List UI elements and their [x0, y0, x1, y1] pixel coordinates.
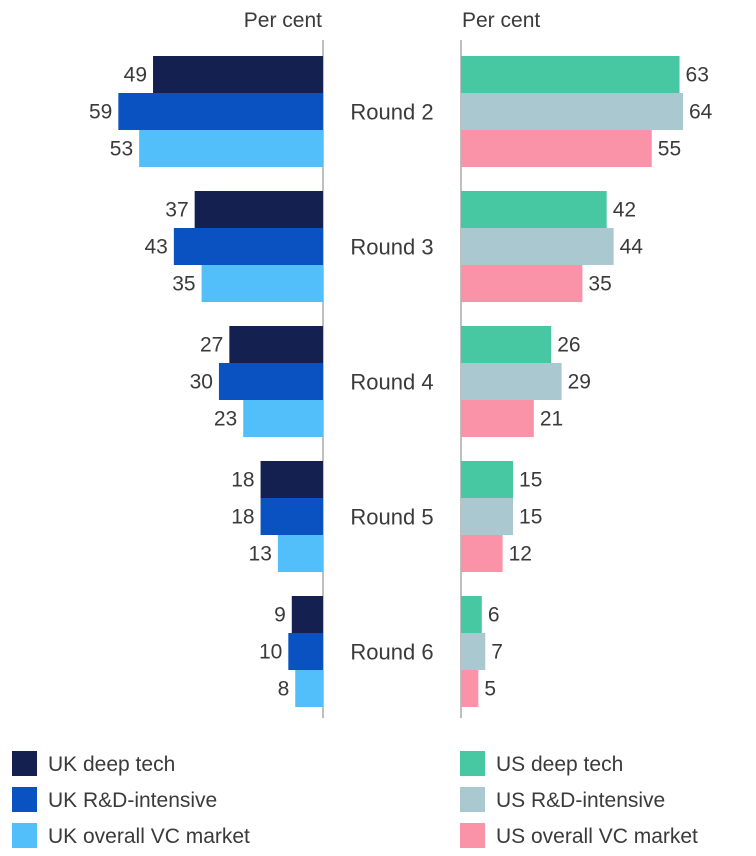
value-label-uk-deep-tech-round-4: 27	[200, 334, 223, 357]
bar-uk-overall-vc-market-round-3	[201, 265, 323, 302]
bar-us-deep-tech-round-3	[461, 191, 607, 228]
bar-uk-randd-intensive-round-2	[118, 93, 323, 130]
bar-us-deep-tech-round-5	[461, 461, 514, 498]
legend-label-uk-randd-intensive: UK R&D-intensive	[48, 789, 217, 812]
bar-uk-overall-vc-market-round-4	[243, 400, 323, 437]
category-label-round-2: Round 2	[350, 100, 433, 125]
legend-swatch-us-overall-vc-market	[460, 823, 485, 848]
legend: UK deep tech UK R&D-intensive UK overall V…	[12, 751, 698, 848]
category-label-round-5: Round 5	[350, 505, 433, 530]
category-labels: Round 2 Round 3 Round 4 Round 5 Round 6	[350, 100, 433, 665]
value-label-uk-randd-intensive-round-3: 43	[144, 236, 167, 259]
bar-us-randd-intensive-round-4	[461, 363, 562, 400]
bar-uk-deep-tech-round-3	[194, 191, 323, 228]
right-unit-label: Per cent	[462, 9, 540, 32]
bar-us-deep-tech-round-6	[461, 596, 482, 633]
value-label-uk-overall-vc-market-round-5: 13	[249, 543, 272, 566]
legend-label-us-overall-vc-market: US overall VC market	[496, 825, 698, 848]
value-label-us-deep-tech-round-5: 15	[519, 469, 542, 492]
legend-swatch-uk-randd-intensive	[12, 787, 37, 812]
value-label-us-overall-vc-market-round-6: 5	[484, 678, 496, 701]
bar-uk-deep-tech-round-4	[229, 326, 323, 363]
value-label-us-randd-intensive-round-3: 44	[620, 236, 644, 259]
legend-label-uk-overall-vc-market: UK overall VC market	[48, 825, 250, 848]
bar-uk-deep-tech-round-2	[153, 56, 323, 93]
value-label-us-overall-vc-market-round-4: 21	[540, 408, 563, 431]
value-label-uk-deep-tech-round-2: 49	[124, 64, 147, 87]
left-unit-label: Per cent	[244, 9, 322, 32]
bar-uk-randd-intensive-round-5	[260, 498, 323, 535]
legend-label-uk-deep-tech: UK deep tech	[48, 753, 175, 776]
value-label-uk-randd-intensive-round-6: 10	[259, 641, 282, 664]
value-label-us-randd-intensive-round-6: 7	[491, 641, 503, 664]
bar-us-overall-vc-market-round-2	[461, 130, 652, 167]
value-label-uk-overall-vc-market-round-3: 35	[172, 273, 195, 296]
bar-us-deep-tech-round-4	[461, 326, 552, 363]
bar-us-overall-vc-market-round-4	[461, 400, 534, 437]
value-label-us-overall-vc-market-round-5: 12	[509, 543, 532, 566]
legend-swatch-uk-overall-vc-market	[12, 823, 37, 848]
value-label-uk-overall-vc-market-round-6: 8	[278, 678, 290, 701]
value-label-uk-deep-tech-round-5: 18	[231, 469, 254, 492]
legend-swatch-us-deep-tech	[460, 751, 485, 776]
value-label-uk-randd-intensive-round-2: 59	[89, 101, 112, 124]
value-label-uk-overall-vc-market-round-2: 53	[110, 138, 133, 161]
value-label-us-randd-intensive-round-2: 64	[689, 101, 713, 124]
value-label-uk-deep-tech-round-6: 9	[274, 604, 286, 627]
category-label-round-4: Round 4	[350, 370, 433, 395]
category-label-round-6: Round 6	[350, 640, 433, 665]
bar-us-overall-vc-market-round-6	[461, 670, 479, 707]
bar-us-deep-tech-round-2	[461, 56, 680, 93]
bar-us-randd-intensive-round-3	[461, 228, 614, 265]
value-label-uk-overall-vc-market-round-4: 23	[214, 408, 237, 431]
value-label-us-deep-tech-round-6: 6	[488, 604, 500, 627]
bar-uk-randd-intensive-round-4	[218, 363, 323, 400]
value-label-us-deep-tech-round-3: 42	[613, 199, 636, 222]
bars-layer: 49 37 27 18 9 59 43 30 18 10 53 35 23 13 8 63 42 26 15 6 64 4…	[89, 56, 713, 707]
bar-uk-deep-tech-round-6	[291, 596, 323, 633]
bar-uk-randd-intensive-round-6	[288, 633, 323, 670]
bar-us-randd-intensive-round-6	[461, 633, 486, 670]
legend-swatch-uk-deep-tech	[12, 751, 37, 776]
value-label-us-deep-tech-round-4: 26	[557, 334, 580, 357]
value-label-us-overall-vc-market-round-3: 35	[588, 273, 611, 296]
value-label-us-randd-intensive-round-5: 15	[519, 506, 542, 529]
legend-swatch-us-randd-intensive	[460, 787, 485, 812]
value-label-us-deep-tech-round-2: 63	[686, 64, 709, 87]
bar-uk-overall-vc-market-round-5	[277, 535, 323, 572]
bar-us-randd-intensive-round-5	[461, 498, 514, 535]
bar-us-randd-intensive-round-2	[461, 93, 683, 130]
legend-label-us-deep-tech: US deep tech	[496, 753, 623, 776]
value-label-uk-randd-intensive-round-5: 18	[231, 506, 254, 529]
category-label-round-3: Round 3	[350, 235, 433, 260]
value-label-us-overall-vc-market-round-2: 55	[658, 138, 681, 161]
value-label-us-randd-intensive-round-4: 29	[568, 371, 591, 394]
bar-us-overall-vc-market-round-3	[461, 265, 583, 302]
bar-uk-overall-vc-market-round-6	[295, 670, 323, 707]
bar-us-overall-vc-market-round-5	[461, 535, 503, 572]
value-label-uk-randd-intensive-round-4: 30	[190, 371, 213, 394]
value-label-uk-deep-tech-round-3: 37	[165, 199, 188, 222]
bar-uk-randd-intensive-round-3	[173, 228, 323, 265]
bar-uk-deep-tech-round-5	[260, 461, 323, 498]
bar-uk-overall-vc-market-round-2	[139, 130, 323, 167]
legend-label-us-randd-intensive: US R&D-intensive	[496, 789, 665, 812]
